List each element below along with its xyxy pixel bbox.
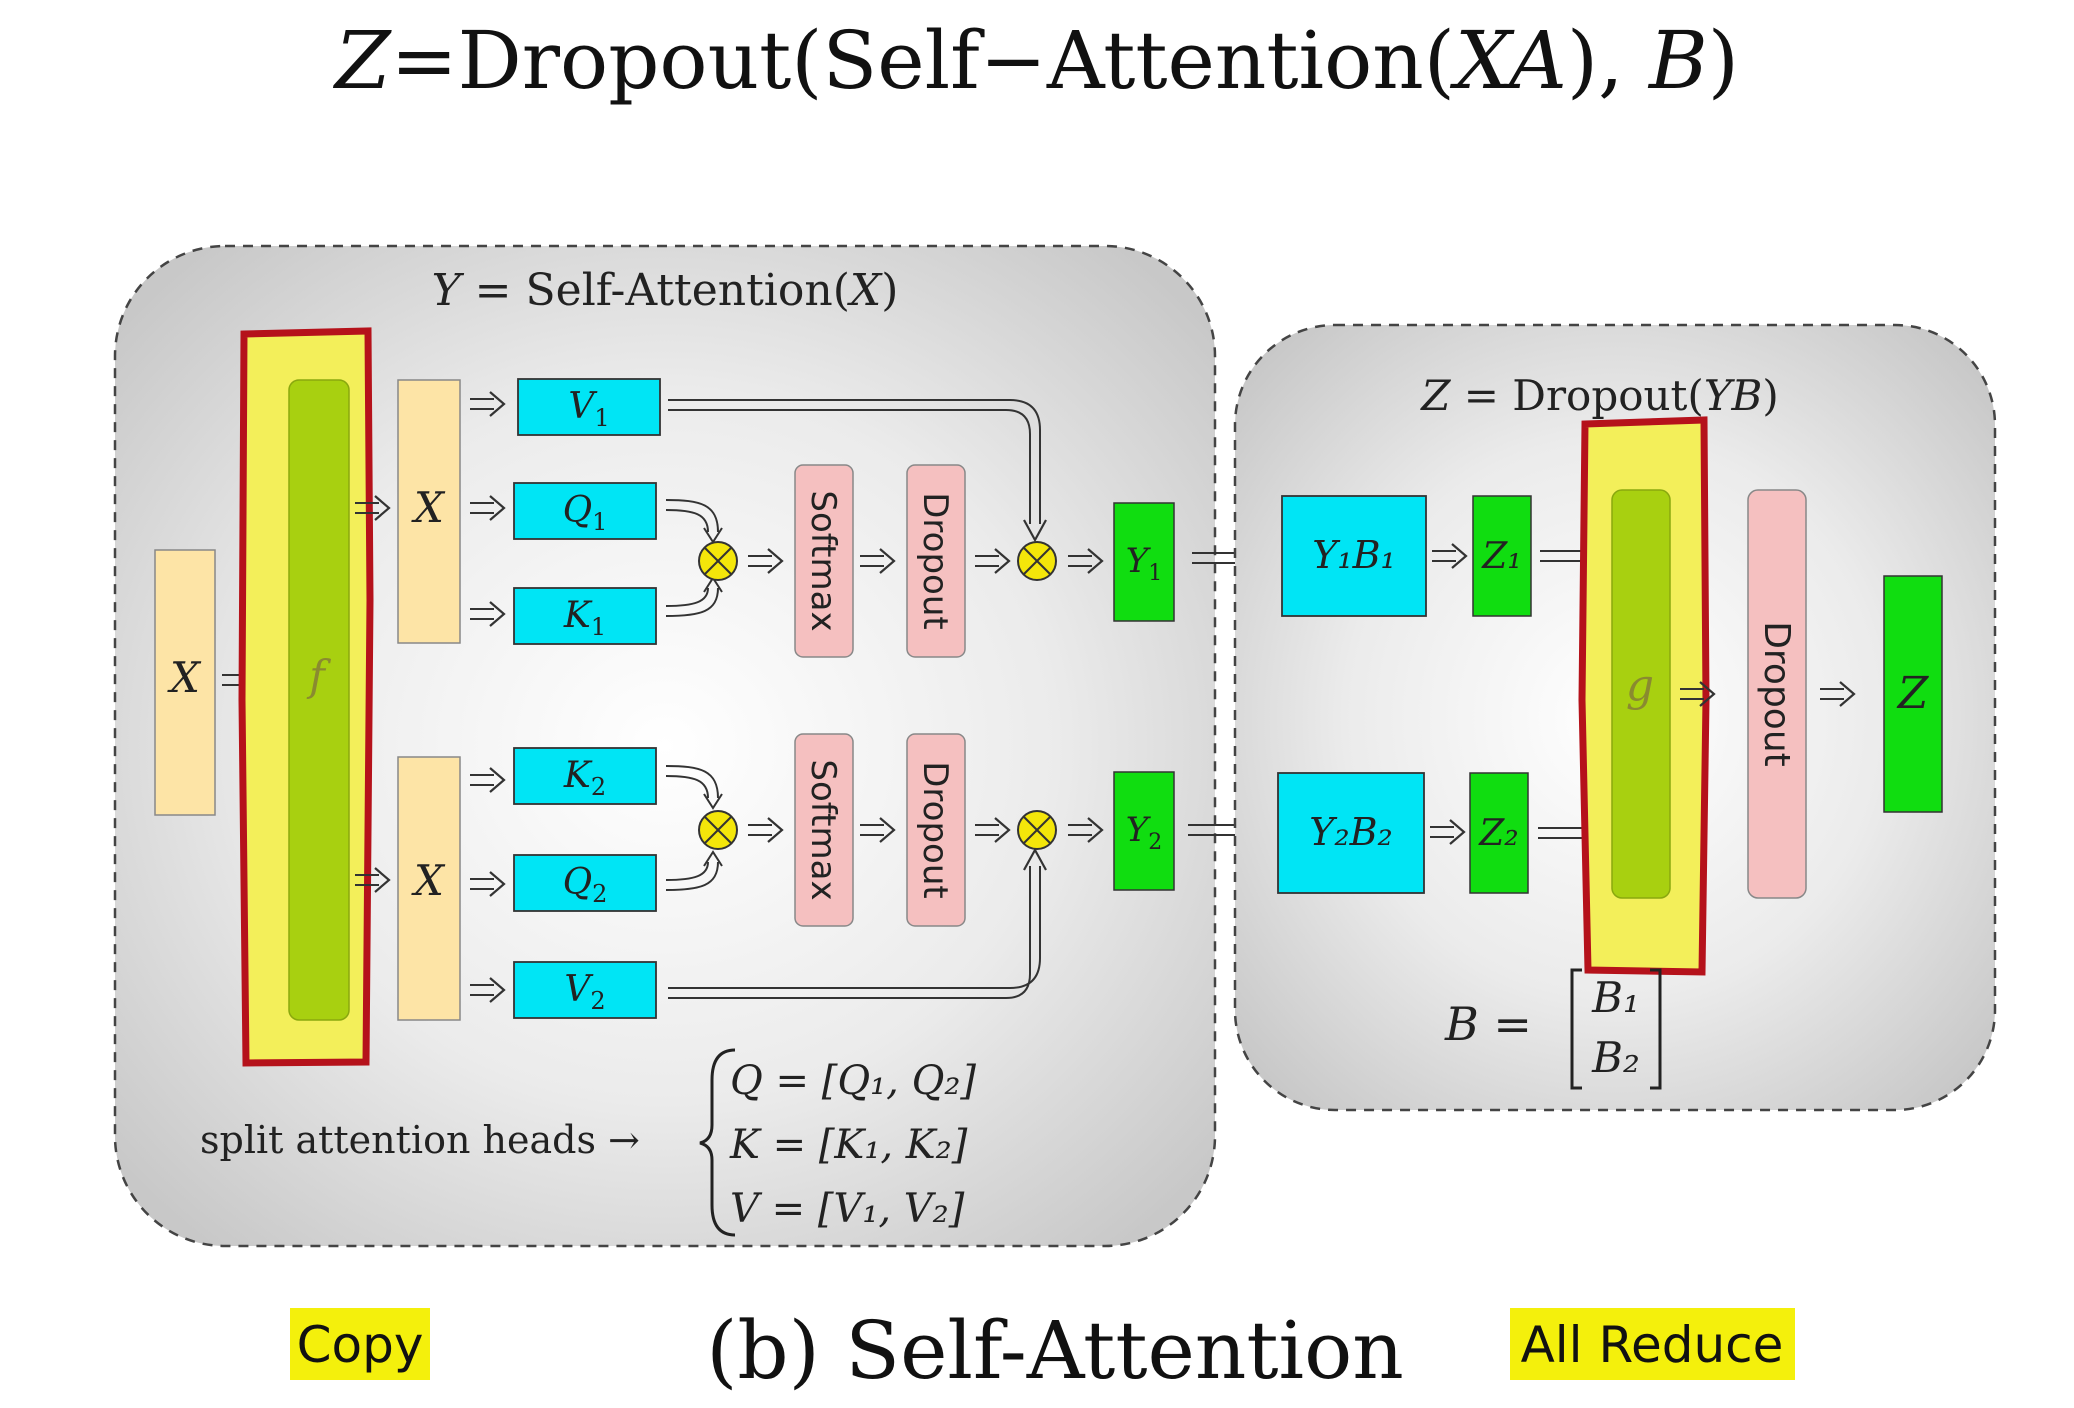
dropout2-label: Dropout [915, 761, 955, 898]
curve-k1 [665, 587, 719, 617]
eq-v: V = [V₁, V₂] [730, 1186, 965, 1232]
copy-label: Copy [297, 1316, 424, 1374]
softmax2-box [794, 733, 854, 927]
allreduce-label: All Reduce [1521, 1316, 1784, 1374]
b-bracket-right [1650, 968, 1662, 1090]
head1-output-matmul-icon [1017, 541, 1057, 581]
dropout3-box [1747, 489, 1807, 899]
dropout-formula: Z = Dropout(YB) [1419, 371, 1779, 420]
v2-box [513, 961, 657, 1019]
allreduce-highlight [1510, 1308, 1795, 1380]
g-label: g [1626, 660, 1654, 711]
g-operator-box [1611, 489, 1671, 899]
y2b2-box [1277, 772, 1425, 894]
y2b2-label: Y₂B₂ [1309, 810, 1392, 854]
k1-box [513, 587, 657, 645]
q1-box [513, 482, 657, 540]
y1b1-box [1281, 495, 1427, 617]
dropout2-box [906, 733, 966, 927]
y2-label: Y2 [1126, 810, 1162, 855]
softmax1-box [794, 464, 854, 658]
head1-x-box [397, 379, 461, 644]
head1-matmul-icon [698, 541, 738, 581]
z2-box [1469, 772, 1529, 894]
v1-label: V1 [568, 386, 609, 432]
y2-box [1113, 771, 1175, 891]
z2-label: Z₂ [1478, 813, 1518, 854]
copy-highlight [290, 1308, 430, 1380]
head1-x-label: X [411, 483, 446, 532]
b1-label: B₁ [1591, 973, 1640, 1022]
v1-long-line-a [668, 399, 1041, 524]
eq-k: K = [K₁, K₂] [729, 1122, 968, 1168]
b-equals-label: B = [1444, 997, 1532, 1051]
dropout1-box [906, 464, 966, 658]
self-attention-formula: Y = Self-Attention(X) [432, 265, 899, 316]
y1b1-label: Y₁B₁ [1312, 533, 1395, 577]
split-heads-label: split attention heads → [200, 1118, 640, 1162]
k2-box [513, 747, 657, 805]
softmax2-label: Softmax [803, 759, 843, 900]
v1-box [517, 378, 661, 436]
v1-long-line-b [668, 409, 1031, 524]
eq-q: Q = [Q₁, Q₂] [730, 1058, 976, 1104]
split-brace [699, 1048, 736, 1237]
softmax1-label: Softmax [803, 490, 843, 631]
curve-k1-inner [665, 587, 709, 607]
k1-label: K1 [563, 595, 606, 641]
head2-x-label: X [411, 856, 446, 905]
q2-box [513, 854, 657, 912]
page-title: Z=Dropout(Self−Attention(XA), B) [332, 14, 1739, 107]
b-bracket-left [1570, 968, 1582, 1090]
head2-output-matmul-icon [1017, 810, 1057, 850]
f-operator-box [288, 379, 350, 1021]
head2-matmul-icon [698, 810, 738, 850]
k2-label: K2 [563, 755, 606, 801]
z-out-label: Z [1896, 668, 1930, 719]
y1-box [1113, 502, 1175, 622]
input-x-box [154, 549, 216, 816]
q1-label: Q1 [563, 490, 608, 536]
input-x-label: X [167, 653, 202, 702]
dropout1-label: Dropout [915, 492, 955, 629]
q2-label: Q2 [563, 862, 608, 908]
v2-long-line-b [668, 866, 1031, 999]
dropout3-label: Dropout [1756, 621, 1797, 767]
z-out-box [1883, 575, 1943, 813]
curve-q1 [665, 499, 719, 533]
z1-label: Z₁ [1481, 536, 1521, 577]
head2-x-box [397, 756, 461, 1021]
b2-label: B₂ [1591, 1033, 1640, 1082]
figure-caption: (b) Self-Attention [706, 1304, 1404, 1397]
v2-label: V2 [564, 969, 605, 1015]
z1-box [1472, 495, 1532, 617]
curve-q1-inner [665, 509, 709, 533]
v2-long-line-a [668, 866, 1041, 989]
y1-label: Y1 [1126, 541, 1162, 586]
